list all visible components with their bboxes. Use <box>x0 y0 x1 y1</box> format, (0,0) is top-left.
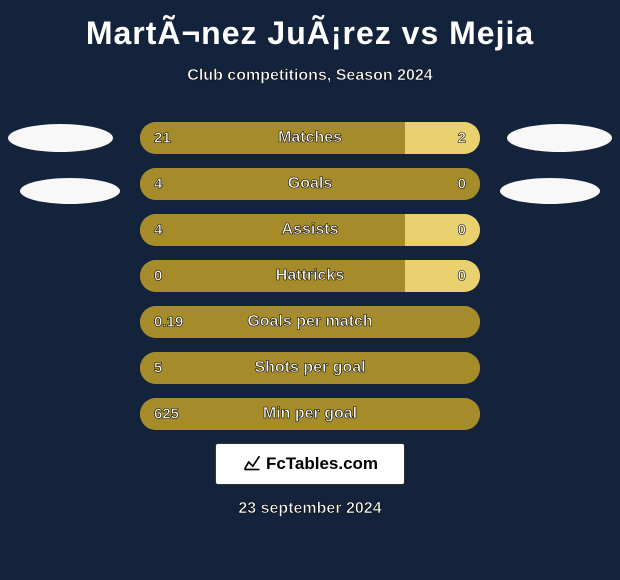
stat-value-left: 5 <box>154 360 162 377</box>
page-title: MartÃ¬nez JuÃ¡rez vs Mejia <box>0 0 620 52</box>
stat-value-left: 0.19 <box>154 314 183 331</box>
stat-label: Matches <box>278 129 342 147</box>
stat-row: Assists 4 0 <box>140 214 480 246</box>
stat-label: Shots per goal <box>254 359 365 377</box>
player-right-ellipse-2 <box>500 178 600 204</box>
stat-bar-right <box>405 214 480 246</box>
stat-bar-left <box>140 122 405 154</box>
stat-row: Matches 21 2 <box>140 122 480 154</box>
logo-text: FcTables.com <box>266 454 378 474</box>
stat-label: Min per goal <box>263 405 357 423</box>
stat-value-left: 4 <box>154 176 162 193</box>
fctables-icon <box>242 452 262 477</box>
stat-label: Goals per match <box>247 313 372 331</box>
stat-row: Goals per match 0.19 <box>140 306 480 338</box>
stat-bars: Matches212Goals40Assists40Hattricks00Goa… <box>140 122 480 444</box>
stat-bar-left <box>140 214 405 246</box>
stat-value-left: 0 <box>154 268 162 285</box>
stat-value-left: 21 <box>154 130 171 147</box>
stat-value-left: 4 <box>154 222 162 239</box>
stat-value-right: 2 <box>458 130 466 147</box>
subtitle: Club competitions, Season 2024 <box>0 67 620 85</box>
stat-value-left: 625 <box>154 406 179 423</box>
logo-box: FcTables.com <box>215 443 405 485</box>
player-left-ellipse-1 <box>8 124 113 152</box>
player-left-ellipse-2 <box>20 178 120 204</box>
date-text: 23 september 2024 <box>0 500 620 518</box>
stat-label: Hattricks <box>276 267 344 285</box>
stat-bar-left <box>140 260 405 292</box>
stat-value-right: 0 <box>458 222 466 239</box>
stat-row: Goals 4 0 <box>140 168 480 200</box>
stat-bar-right <box>405 122 480 154</box>
stat-row: Min per goal 625 <box>140 398 480 430</box>
stat-label: Goals <box>288 175 332 193</box>
stat-bar-right <box>405 260 480 292</box>
stat-label: Assists <box>282 221 339 239</box>
stat-row: Hattricks 0 0 <box>140 260 480 292</box>
stat-value-right: 0 <box>458 176 466 193</box>
stat-row: Shots per goal 5 <box>140 352 480 384</box>
player-right-ellipse-1 <box>507 124 612 152</box>
stat-value-right: 0 <box>458 268 466 285</box>
